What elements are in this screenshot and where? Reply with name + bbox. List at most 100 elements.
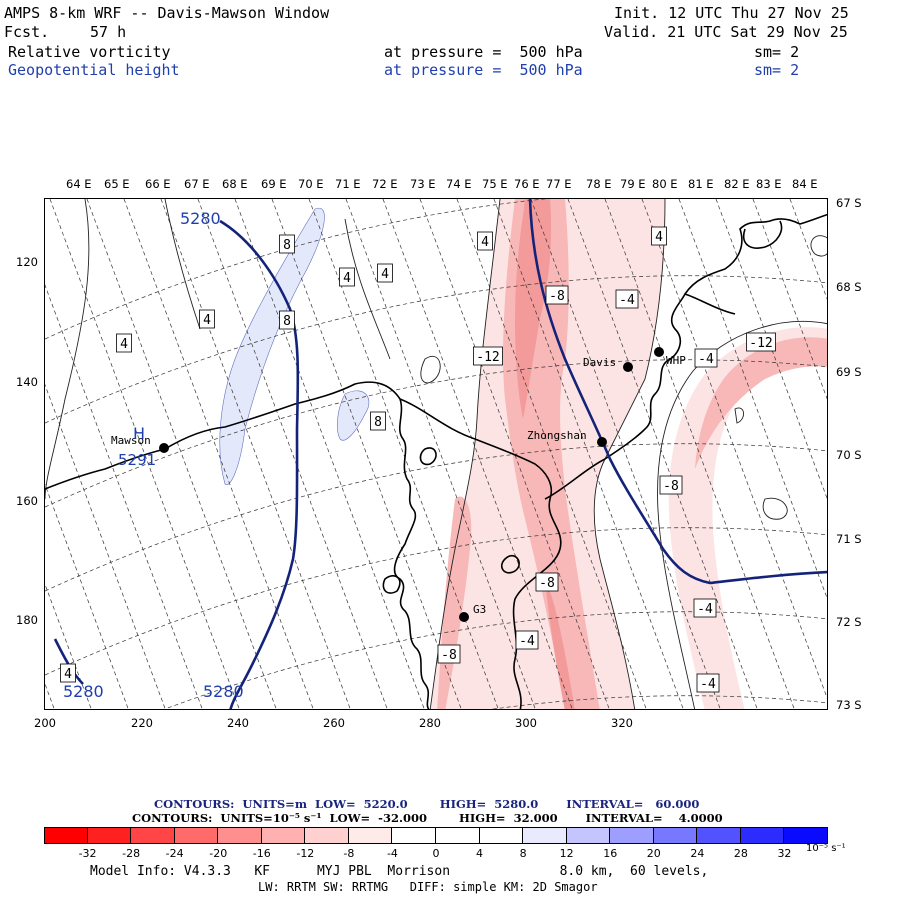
colorbar-units: 10⁻⁵ s⁻¹	[806, 843, 846, 854]
station-label-whp: WHP	[666, 354, 686, 367]
longitude-label: 68 E	[222, 177, 248, 191]
vorticity-label: -8	[545, 285, 569, 305]
colorbar-label: 8	[519, 847, 527, 860]
vorticity-label: 8	[279, 310, 295, 330]
svg-text:-4: -4	[697, 602, 713, 617]
colorbar-label: -16	[252, 847, 271, 860]
longitude-label: 83 E	[756, 177, 782, 191]
vorticity-label: 4	[116, 333, 132, 353]
x-tick-label: 200	[34, 716, 56, 730]
vorticity-contours	[45, 199, 827, 709]
vorticity-label: 4	[477, 231, 493, 251]
x-tick-label: 280	[419, 716, 441, 730]
vorticity-label: 4	[651, 226, 667, 246]
colorbar-label: 16	[603, 847, 618, 860]
colorbar-swatch	[348, 827, 393, 844]
positive-vorticity-area	[219, 207, 325, 486]
x-tick-label: 320	[611, 716, 633, 730]
height-contour-info: CONTOURS: UNITS=m LOW= 5220.0 HIGH= 5280…	[154, 797, 700, 811]
colorbar-label: -12	[296, 847, 315, 860]
model-info: Model Info: V4.3.3 KF MYJ PBL Morrison 8…	[90, 864, 709, 879]
longitude-label: 78 E	[586, 177, 612, 191]
high-letter: H	[133, 424, 145, 443]
colorbar-label: -20	[209, 847, 228, 860]
x-tick-label: 240	[227, 716, 249, 730]
latitude-label: 71 S	[836, 532, 862, 546]
parallel-line	[45, 527, 827, 676]
longitude-label: 65 E	[104, 177, 130, 191]
meridian-line	[45, 383, 166, 709]
colorbar-swatch	[174, 827, 219, 844]
colorbar-label: -8	[343, 847, 355, 860]
meridian-line	[197, 199, 388, 709]
y-tick-label: 140	[16, 375, 38, 389]
negative-vorticity-area	[695, 337, 827, 469]
svg-text:4: 4	[120, 337, 128, 352]
latitude-label: 70 S	[836, 448, 862, 462]
vorticity-label: -4	[615, 289, 639, 309]
svg-text:8: 8	[283, 314, 291, 329]
svg-text:-12: -12	[749, 336, 772, 351]
longitude-label: 69 E	[261, 177, 287, 191]
meridian-line	[45, 583, 92, 709]
colorbar-label: 12	[559, 847, 574, 860]
vorticity-label: -12	[473, 346, 503, 366]
longitude-label: 73 E	[410, 177, 436, 191]
station-label-zhongshan: Zhongshan	[527, 429, 587, 442]
field1-smoothing: sm= 2	[754, 43, 800, 61]
map-canvas: Mawson Davis WHP Zhongshan G3 H 5291 528…	[45, 199, 827, 709]
colorbar-swatch	[218, 827, 262, 844]
svg-text:4: 4	[655, 230, 663, 245]
vorticity-label: -4	[694, 348, 718, 368]
vorticity-label: -12	[746, 332, 776, 352]
latitude-label: 72 S	[836, 615, 862, 629]
longitude-label: 64 E	[66, 177, 92, 191]
meridian-line	[345, 199, 536, 709]
forecast-hour: 57 h	[90, 23, 127, 41]
longitude-label: 82 E	[724, 177, 750, 191]
x-tick-label: 300	[515, 716, 537, 730]
longitude-label: 81 E	[688, 177, 714, 191]
high-pressure-marker: H 5291	[118, 424, 156, 469]
longitude-label: 77 E	[546, 177, 572, 191]
svg-text:-12: -12	[476, 350, 499, 365]
vorticity-label: 4	[377, 263, 393, 283]
meridian-line	[493, 199, 684, 709]
parallel-line	[45, 275, 827, 424]
colorbar-label: -24	[165, 847, 184, 860]
svg-text:-4: -4	[619, 293, 635, 308]
y-tick-label: 160	[16, 494, 38, 508]
vorticity-label: -8	[659, 475, 683, 495]
svg-text:-4: -4	[519, 634, 535, 649]
meridian-line	[234, 199, 425, 709]
x-tick-label: 220	[131, 716, 153, 730]
longitude-label: 67 E	[184, 177, 210, 191]
station-dot	[159, 443, 169, 453]
longitude-label: 75 E	[482, 177, 508, 191]
colorbar-swatch	[610, 827, 654, 844]
meridian-line	[826, 199, 827, 201]
station-label-g3: G3	[473, 603, 486, 616]
vorticity-label: -8	[437, 644, 461, 664]
meridian-line	[86, 199, 277, 709]
longitude-label: 74 E	[446, 177, 472, 191]
colorbar-label: -28	[122, 847, 141, 860]
colorbar-label: 0	[432, 847, 440, 860]
svg-text:8: 8	[283, 238, 291, 253]
colorbar-swatch	[697, 827, 741, 844]
colorbar-label: 4	[476, 847, 484, 860]
height-labels: 5280 5280 5280	[63, 209, 244, 701]
vorticity-label: -4	[515, 630, 539, 650]
coastline	[45, 213, 827, 709]
meridian-line	[641, 199, 827, 699]
colorbar-label: 28	[733, 847, 748, 860]
y-tick-label: 120	[16, 255, 38, 269]
field2-name: Geopotential height	[8, 61, 180, 79]
negative-vorticity-area	[545, 579, 575, 709]
colorbar-label: 24	[690, 847, 705, 860]
vorticity-label: 4	[60, 663, 76, 683]
map-panel[interactable]: Mawson Davis WHP Zhongshan G3 H 5291 528…	[44, 198, 828, 710]
station-labels: Mawson Davis WHP Zhongshan G3	[111, 354, 686, 616]
colorbar-swatch	[261, 827, 306, 844]
vorticity-labels: 8 8 8 4 4 4 4 4 4 4 -4 -8 -12 -4 -4 -12 -8 -8 -4 -4 -8	[60, 226, 776, 693]
